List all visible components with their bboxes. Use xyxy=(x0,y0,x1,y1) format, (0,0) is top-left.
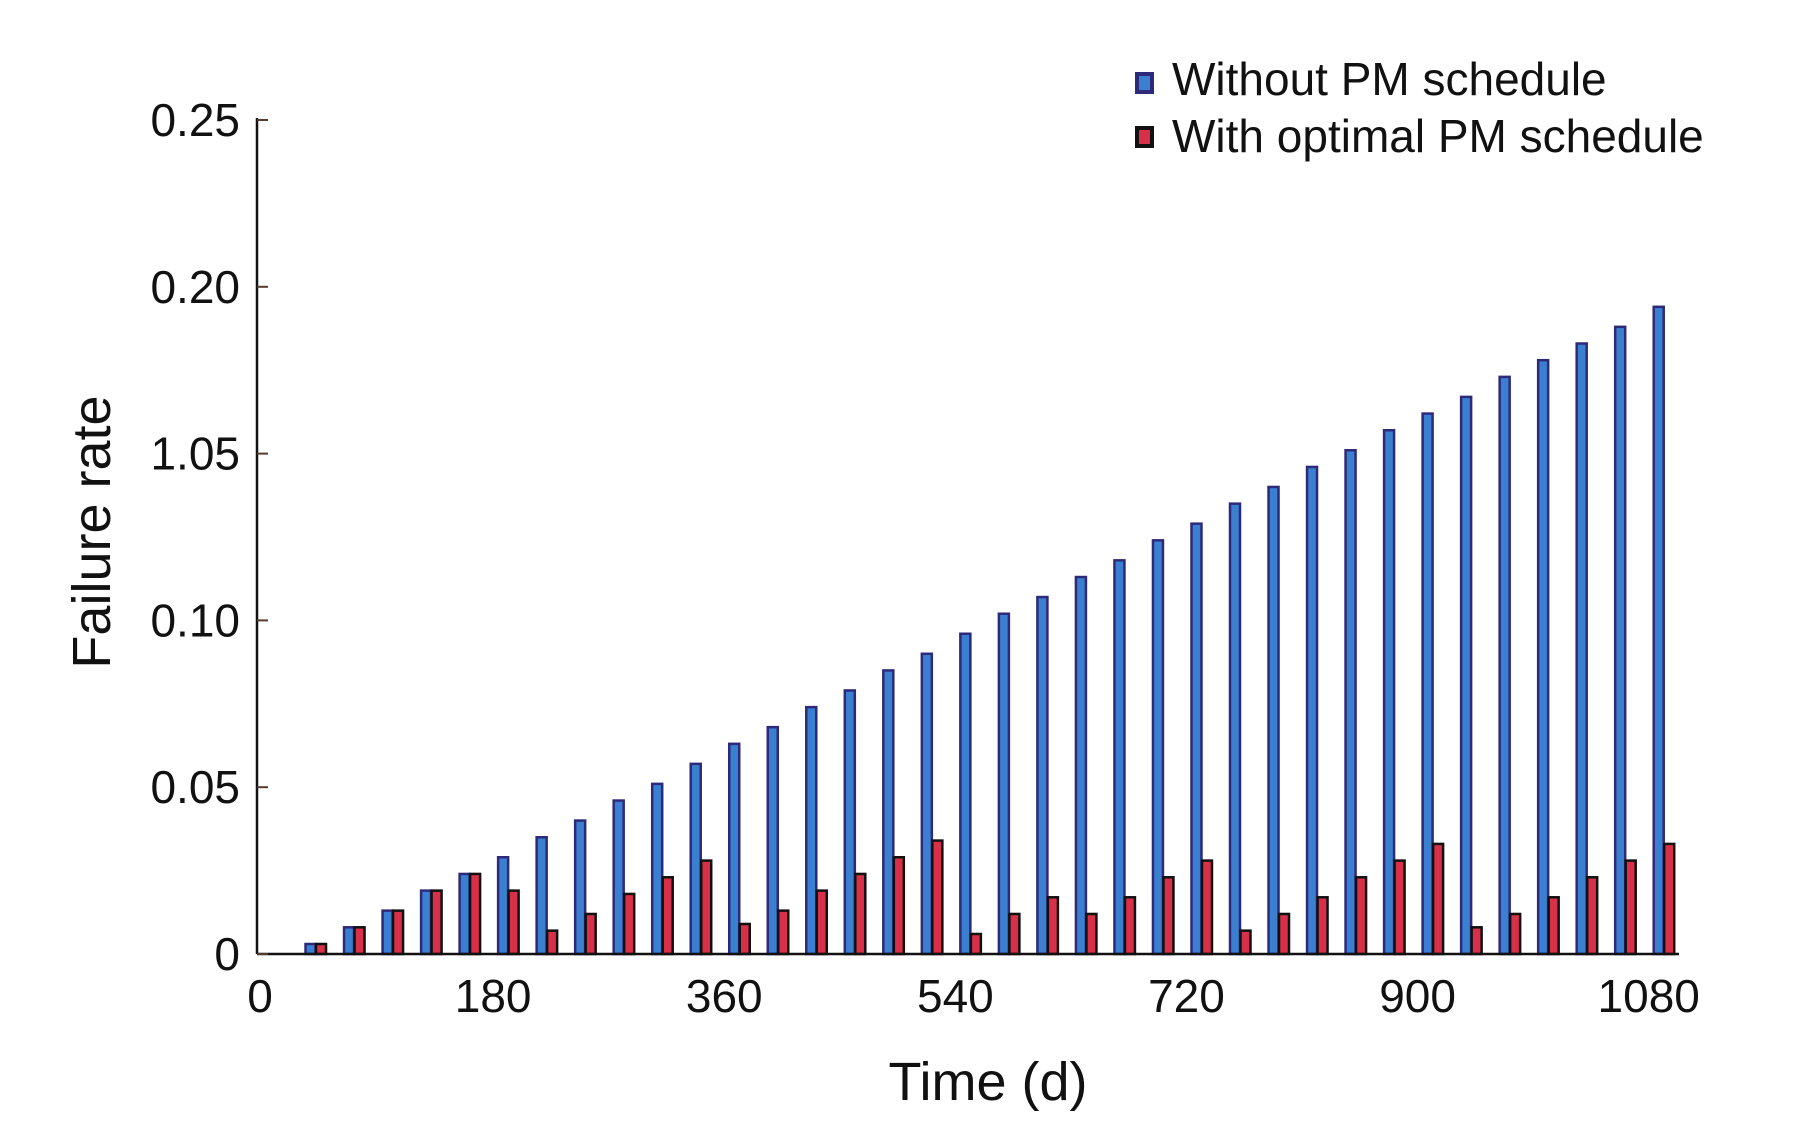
bar-without-pm xyxy=(1151,539,1165,956)
bar-with-pm xyxy=(1624,859,1637,956)
bar-without-pm xyxy=(535,835,548,956)
bar-with-pm xyxy=(1239,929,1252,956)
x-tick-label: 180 xyxy=(455,970,532,1022)
bar-with-pm xyxy=(314,942,328,956)
bar-with-pm xyxy=(892,856,906,956)
bar-without-pm xyxy=(727,742,741,956)
bar-with-pm xyxy=(1316,896,1329,956)
bar-with-pm xyxy=(584,912,597,956)
bar-with-pm xyxy=(1046,896,1060,956)
x-tick-label: 720 xyxy=(1148,970,1225,1022)
bar-with-pm xyxy=(1200,859,1214,956)
bar-without-pm xyxy=(1421,412,1434,956)
bar-with-pm xyxy=(738,922,751,956)
x-tick-label: 540 xyxy=(917,970,994,1022)
bar-without-pm xyxy=(805,705,818,956)
bar-with-pm xyxy=(1085,912,1098,956)
bar-without-pm xyxy=(766,725,780,956)
x-tick-label: 0 xyxy=(247,970,273,1022)
bar-without-pm xyxy=(1267,485,1280,956)
bar-with-pm xyxy=(1393,859,1406,956)
bar-without-pm xyxy=(612,799,625,956)
bar-without-pm xyxy=(1036,595,1049,956)
bar-without-pm xyxy=(573,819,587,956)
legend: Without PM schedule With optimal PM sche… xyxy=(1135,53,1704,162)
bar-with-pm xyxy=(468,872,482,956)
bar-with-pm xyxy=(699,859,713,956)
bar-with-pm xyxy=(1585,876,1599,956)
bar-with-pm xyxy=(1123,896,1137,956)
bar-with-pm xyxy=(969,932,983,956)
bar-without-pm xyxy=(959,632,972,956)
bar-with-pm xyxy=(931,839,944,956)
bar-without-pm xyxy=(419,889,433,956)
bar-with-pm xyxy=(1662,842,1676,956)
bar-with-pm xyxy=(1508,912,1522,956)
bar-with-pm xyxy=(661,876,674,956)
y-tick-label: 0.05 xyxy=(150,761,240,813)
bar-with-pm xyxy=(854,872,867,956)
bar-with-pm xyxy=(1354,876,1368,956)
legend-swatch-without-pm xyxy=(1135,72,1154,94)
bar-with-pm xyxy=(430,889,443,956)
x-tick-label: 900 xyxy=(1379,970,1456,1022)
bar-without-pm xyxy=(304,942,317,956)
bar-with-pm xyxy=(777,909,790,956)
bar-with-pm xyxy=(391,909,405,956)
bar-with-pm xyxy=(815,889,829,956)
bar-without-pm xyxy=(1113,559,1126,956)
bar-without-pm xyxy=(1190,522,1203,956)
bar-without-pm xyxy=(650,782,664,956)
x-tick-label: 1080 xyxy=(1598,970,1700,1022)
bar-with-pm xyxy=(1470,926,1483,956)
y-tick-label: 0 xyxy=(214,928,240,980)
y-tick-label: 1.05 xyxy=(150,428,240,480)
bar-with-pm xyxy=(1547,896,1560,956)
bar-without-pm xyxy=(689,762,702,956)
legend-label-with-pm: With optimal PM schedule xyxy=(1172,110,1704,162)
bar-without-pm xyxy=(342,926,356,956)
bar-without-pm xyxy=(1344,449,1357,956)
y-tick-label: 0.10 xyxy=(150,594,240,646)
bar-with-pm xyxy=(622,892,636,956)
bar-without-pm xyxy=(920,652,934,956)
bar-without-pm xyxy=(1536,358,1550,956)
y-ticks: 0 0.05 0.10 1.05 0.20 0.25 xyxy=(150,94,268,980)
y-tick-label: 0.25 xyxy=(150,94,240,146)
bar-with-pm xyxy=(507,889,520,956)
bar-with-pm xyxy=(545,929,559,956)
bar-without-pm xyxy=(458,872,471,956)
y-tick-label: 0.20 xyxy=(150,261,240,313)
bar-without-pm xyxy=(1613,325,1627,956)
bar-with-pm xyxy=(353,926,366,956)
bar-with-pm xyxy=(1431,842,1445,956)
bar-without-pm xyxy=(997,612,1011,956)
bar-without-pm xyxy=(496,856,510,956)
legend-swatch-with-pm xyxy=(1135,126,1154,148)
bar-without-pm xyxy=(1305,465,1319,956)
bar-without-pm xyxy=(843,689,857,956)
x-ticks: 0 180 360 540 720 900 1080 xyxy=(247,970,1700,1022)
bar-with-pm xyxy=(1277,912,1291,956)
bar-without-pm xyxy=(882,669,895,956)
bar-without-pm xyxy=(1652,305,1665,956)
bar-without-pm xyxy=(1459,395,1473,956)
legend-label-without-pm: Without PM schedule xyxy=(1172,53,1607,105)
bar-without-pm xyxy=(1074,575,1088,956)
bar-without-pm xyxy=(1575,342,1588,956)
bar-without-pm xyxy=(1228,502,1242,956)
bar-with-pm xyxy=(1008,912,1021,956)
bar-without-pm xyxy=(1382,428,1396,956)
x-axis-title: Time (d) xyxy=(889,1052,1088,1112)
bar-without-pm xyxy=(1498,375,1511,956)
bar-with-pm xyxy=(1162,876,1175,956)
bars-layer xyxy=(304,305,1676,956)
bar-without-pm xyxy=(381,909,394,956)
y-axis-title: Failure rate xyxy=(62,395,122,668)
x-tick-label: 360 xyxy=(686,970,763,1022)
